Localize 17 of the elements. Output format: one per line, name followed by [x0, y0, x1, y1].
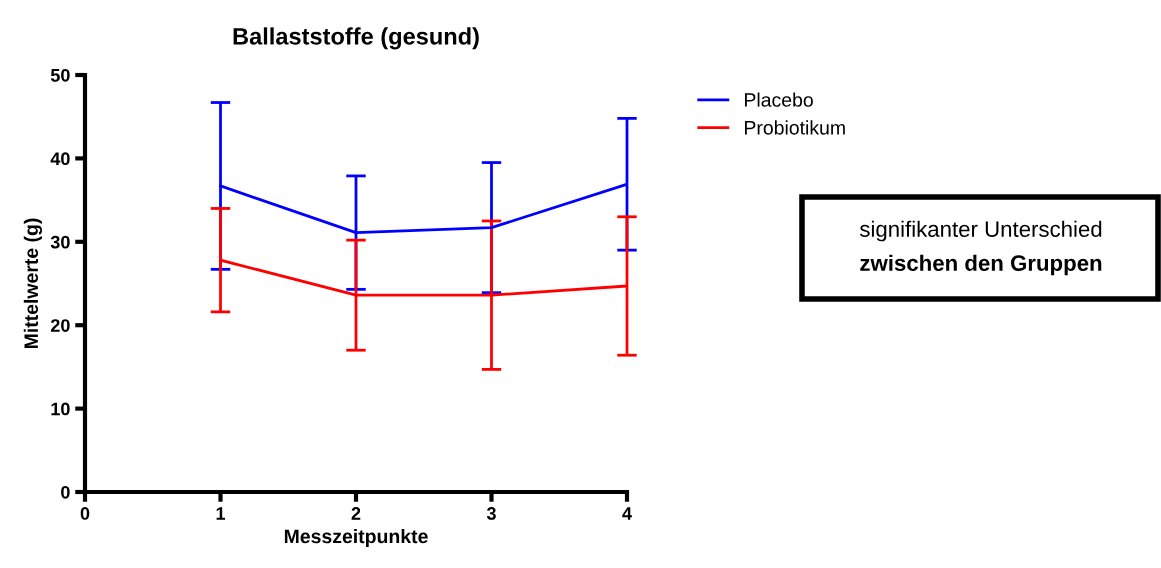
x-tick-label: 0 [80, 507, 90, 520]
x-axis-title: Messzeitpunkte [284, 528, 428, 548]
x-tick-label: 2 [351, 507, 361, 520]
y-tick-label: 0 [61, 485, 70, 499]
y-tick-label: 30 [50, 235, 70, 249]
x-tick-label: 4 [622, 507, 632, 520]
y-tick-label: 50 [50, 68, 70, 82]
x-tick-label: 1 [216, 507, 226, 520]
y-tick-label: 20 [50, 319, 70, 332]
y-tick-label: 40 [50, 152, 70, 166]
y-tick-label: 10 [51, 402, 70, 416]
legend-label: Placebo [745, 92, 813, 107]
text: signifikanter Unterschied zwischen den Gruppen [859, 220, 1102, 276]
x-tick-label: 3 [486, 507, 496, 520]
chart-title: Ballaststoffe (gesund) [233, 27, 479, 50]
legend-label: Probiotikum [745, 120, 845, 135]
y-axis-title: Mittelwerte (g) [23, 218, 42, 349]
